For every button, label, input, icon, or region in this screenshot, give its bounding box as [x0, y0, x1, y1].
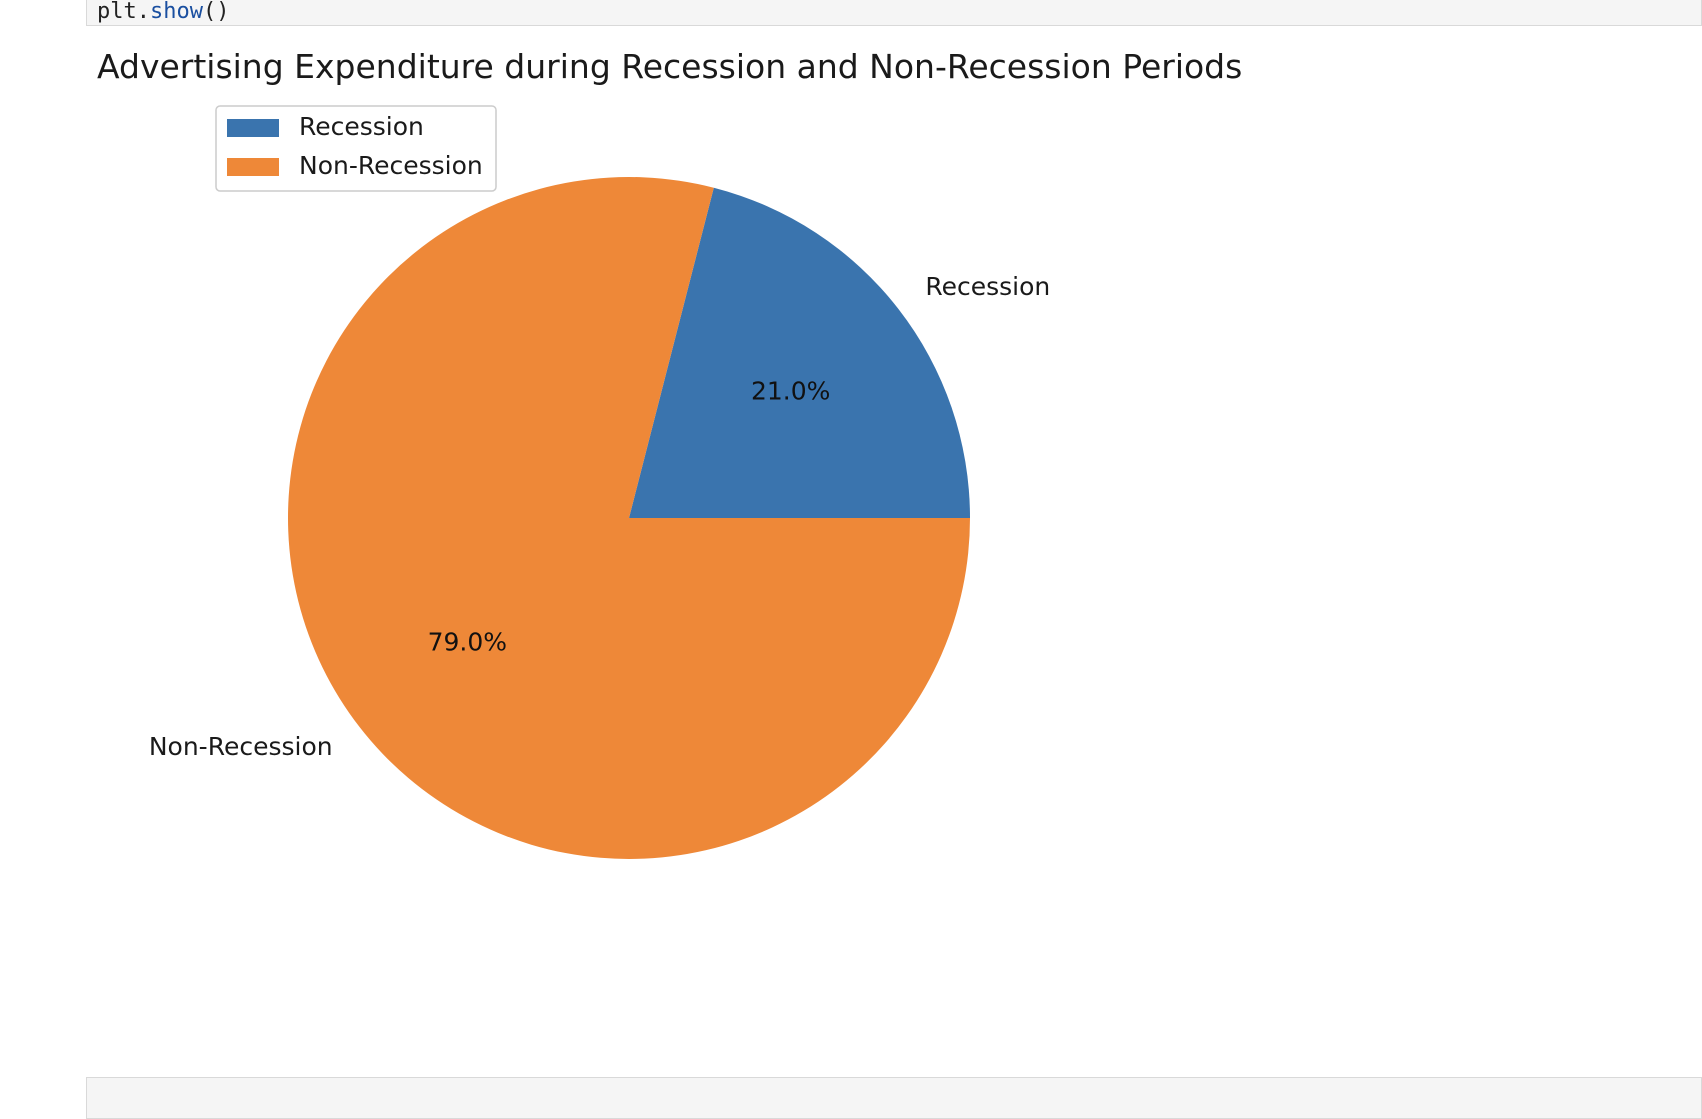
code-plt: plt.	[97, 0, 150, 24]
legend-swatch	[227, 158, 279, 176]
pie-slice-non-recession	[288, 177, 970, 859]
code-parens: ()	[202, 0, 230, 24]
code-cell-previous[interactable]: plt.show()	[86, 0, 1702, 26]
legend-label: Non-Recession	[299, 151, 483, 180]
code-line: plt.show()	[97, 1, 229, 23]
pie-category-label: Recession	[925, 272, 1050, 301]
chart-title: Advertising Expenditure during Recession…	[97, 47, 1242, 86]
legend-box	[215, 105, 497, 192]
code-cell-next[interactable]	[86, 1077, 1702, 1119]
pie-percent-label: 21.0%	[751, 377, 830, 406]
code-show: show	[149, 0, 203, 24]
pie-category-label: Non-Recession	[149, 732, 333, 761]
pie-chart: Advertising Expenditure during Recession…	[97, 47, 1242, 859]
legend-swatch	[227, 119, 279, 137]
legend-label: Recession	[299, 112, 424, 141]
pie-percent-label: 79.0%	[428, 627, 507, 656]
pie-slice-recession	[629, 187, 970, 518]
